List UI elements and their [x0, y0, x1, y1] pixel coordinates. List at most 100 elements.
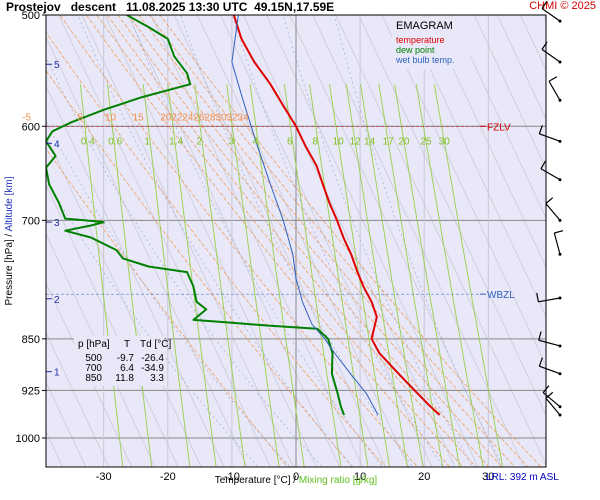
mixing-ratio-label: 4: [252, 136, 258, 147]
skew-gridline: [427, 15, 546, 269]
legend-entry: temperature: [396, 35, 445, 45]
altitude-tick-label: 4: [54, 139, 60, 150]
mixing-ratio-line: [194, 84, 246, 467]
dry-adiabat-label: 22: [171, 112, 183, 123]
series-wet-bulb-temp: [231, 15, 379, 416]
dry-adiabat-label: 10: [105, 112, 117, 123]
skew-gridline: [46, 35, 248, 467]
wind-barb-shaft: [539, 133, 561, 142]
mixing-ratio-line: [79, 84, 124, 467]
wind-barb: [541, 0, 562, 23]
mixing-ratio-label: 20: [398, 136, 410, 147]
mixing-ratio-line: [249, 84, 305, 467]
series-dew-point: [46, 15, 346, 416]
x-axis-label: Temperature [°C] / Mixing ratio [g/kg]: [215, 475, 378, 486]
dry-adiabat: [117, 15, 490, 467]
mixing-ratio-label: 30: [439, 136, 451, 147]
wind-barb: [538, 125, 562, 143]
wind-barb-feather: [548, 76, 558, 82]
dry-adiabat: [85, 15, 451, 467]
mixing-ratio-line: [309, 84, 369, 467]
skew-gridline: [450, 15, 546, 219]
mixing-ratio-line: [142, 84, 191, 467]
wind-barb: [553, 230, 564, 256]
mixing-ratio-label: 2: [196, 136, 202, 147]
dry-adiabat: [138, 15, 516, 467]
x-tick-label: -20: [160, 471, 176, 483]
y-tick-label: 850: [22, 334, 40, 346]
skew-gridline: [404, 15, 546, 318]
wind-barb-shaft: [545, 203, 561, 221]
wind-barb-shaft: [541, 7, 561, 22]
wind-barb-shaft: [540, 168, 561, 181]
mixing-ratio-line: [329, 84, 390, 467]
wind-barb: [542, 385, 562, 409]
mixing-ratio-label: 0.4: [81, 136, 95, 147]
mixing-ratio-label: 6: [287, 136, 293, 147]
moist-adiabat: [128, 15, 384, 467]
skew-gridline: [46, 85, 225, 467]
dry-adiabat-label: 24: [182, 112, 194, 123]
series-temperature: [232, 15, 441, 416]
skew-gridline: [358, 15, 546, 417]
dry-adiabat-label: 15: [133, 112, 145, 123]
skew-gridline: [590, 15, 600, 467]
dry-adiabat-label: 30: [215, 112, 227, 123]
dry-adiabat: [46, 69, 353, 467]
mixing-ratio-label: 8: [312, 136, 318, 147]
skew-gridline: [242, 15, 456, 467]
mixing-ratio-label: 1: [144, 136, 150, 147]
dry-adiabat-label: 32: [226, 112, 238, 123]
y-tick-label: 1000: [16, 433, 40, 445]
mixing-ratio-label: 10: [333, 136, 345, 147]
data-table-bg: [74, 336, 164, 386]
wind-barb-shaft: [538, 297, 561, 303]
mixing-ratio-line: [167, 84, 217, 467]
wind-barb-shaft: [538, 339, 561, 347]
table-cell: 700: [85, 363, 102, 374]
wind-barb: [545, 391, 562, 417]
mixing-ratio-line: [394, 84, 461, 467]
skew-gridline: [104, 15, 317, 467]
wind-barb-station: [558, 372, 562, 376]
wind-barb-station: [558, 139, 562, 143]
wind-barb-feather: [545, 391, 554, 399]
y-tick-label: 600: [22, 121, 40, 133]
mixing-ratio-line: [415, 84, 484, 467]
wind-barb-station: [558, 98, 562, 102]
skew-gridline: [46, 380, 87, 467]
altitude-tick-label: 5: [54, 60, 60, 71]
dry-adiabat-label: 26: [193, 112, 205, 123]
x-tick-label: -30: [96, 471, 112, 483]
skew-gridline: [473, 15, 546, 170]
moist-adiabat: [180, 15, 414, 467]
mixing-ratio-label: 3: [229, 136, 235, 147]
altitude-tick-label: 1: [54, 368, 60, 379]
skew-gridline: [567, 15, 600, 467]
dry-adiabat-label: -5: [22, 112, 31, 123]
wind-barb-feather: [542, 385, 550, 393]
mixing-ratio-line: [360, 84, 424, 467]
x-tick-label: 20: [418, 471, 430, 483]
mixing-ratio-line: [107, 84, 153, 467]
table-cell: -26.4: [141, 353, 164, 364]
wind-barb-station: [558, 178, 562, 182]
wind-barb-station: [558, 218, 562, 222]
skew-gridline: [496, 15, 546, 121]
mixing-ratio-line: [283, 84, 342, 467]
wind-barb: [538, 331, 562, 348]
wind-barb-feather: [538, 331, 542, 341]
wind-barb-station: [558, 405, 562, 409]
wind-barb-station: [558, 413, 562, 417]
wind-barb-feather: [538, 357, 543, 367]
skew-gridline: [173, 15, 387, 467]
mixing-ratio-line: [378, 84, 444, 467]
wind-barb: [541, 41, 562, 64]
wind-barb-feather: [538, 125, 543, 135]
altitude-tick-label: 2: [54, 295, 60, 306]
skew-gridline: [46, 134, 202, 467]
wind-barb: [548, 76, 562, 102]
level-label-fzlv: FZLV: [487, 122, 511, 133]
wind-barb-station: [558, 19, 562, 23]
